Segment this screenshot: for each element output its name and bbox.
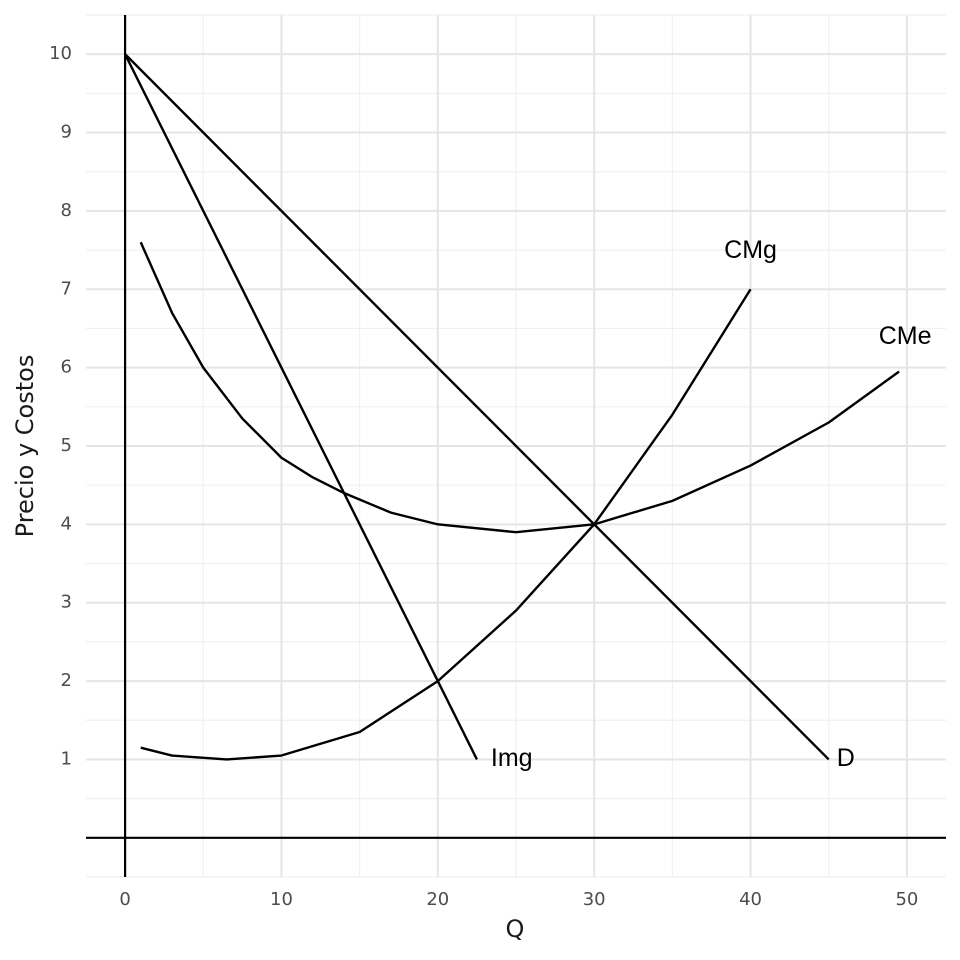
series-label: CMg <box>724 236 777 264</box>
x-tick-label: 40 <box>739 889 762 910</box>
x-tick-label: 50 <box>895 889 918 910</box>
y-tick-label: 4 <box>61 513 72 534</box>
x-tick-label: 30 <box>583 889 606 910</box>
y-tick-label: 2 <box>61 670 72 691</box>
y-tick-label: 8 <box>61 200 72 221</box>
y-axis-title: Precio y Costos <box>11 355 39 538</box>
y-tick-label: 9 <box>61 122 72 143</box>
x-tick-label: 20 <box>426 889 449 910</box>
series-label: Img <box>491 744 533 772</box>
series-line <box>124 53 478 760</box>
y-tick-label: 1 <box>61 748 72 769</box>
series-line <box>124 53 830 761</box>
series-label: CMe <box>879 322 932 350</box>
series-line <box>139 241 900 534</box>
y-tick-label: 3 <box>61 592 72 613</box>
x-tick-label: 0 <box>119 889 130 910</box>
y-tick-label: 6 <box>61 357 72 378</box>
series-line <box>140 288 752 761</box>
series-label: D <box>837 744 855 772</box>
y-tick-label: 5 <box>61 435 72 456</box>
y-tick-label: 10 <box>49 43 72 64</box>
y-tick-label: 7 <box>61 278 72 299</box>
x-tick-label: 10 <box>270 889 293 910</box>
x-axis-title: Q <box>506 915 525 943</box>
